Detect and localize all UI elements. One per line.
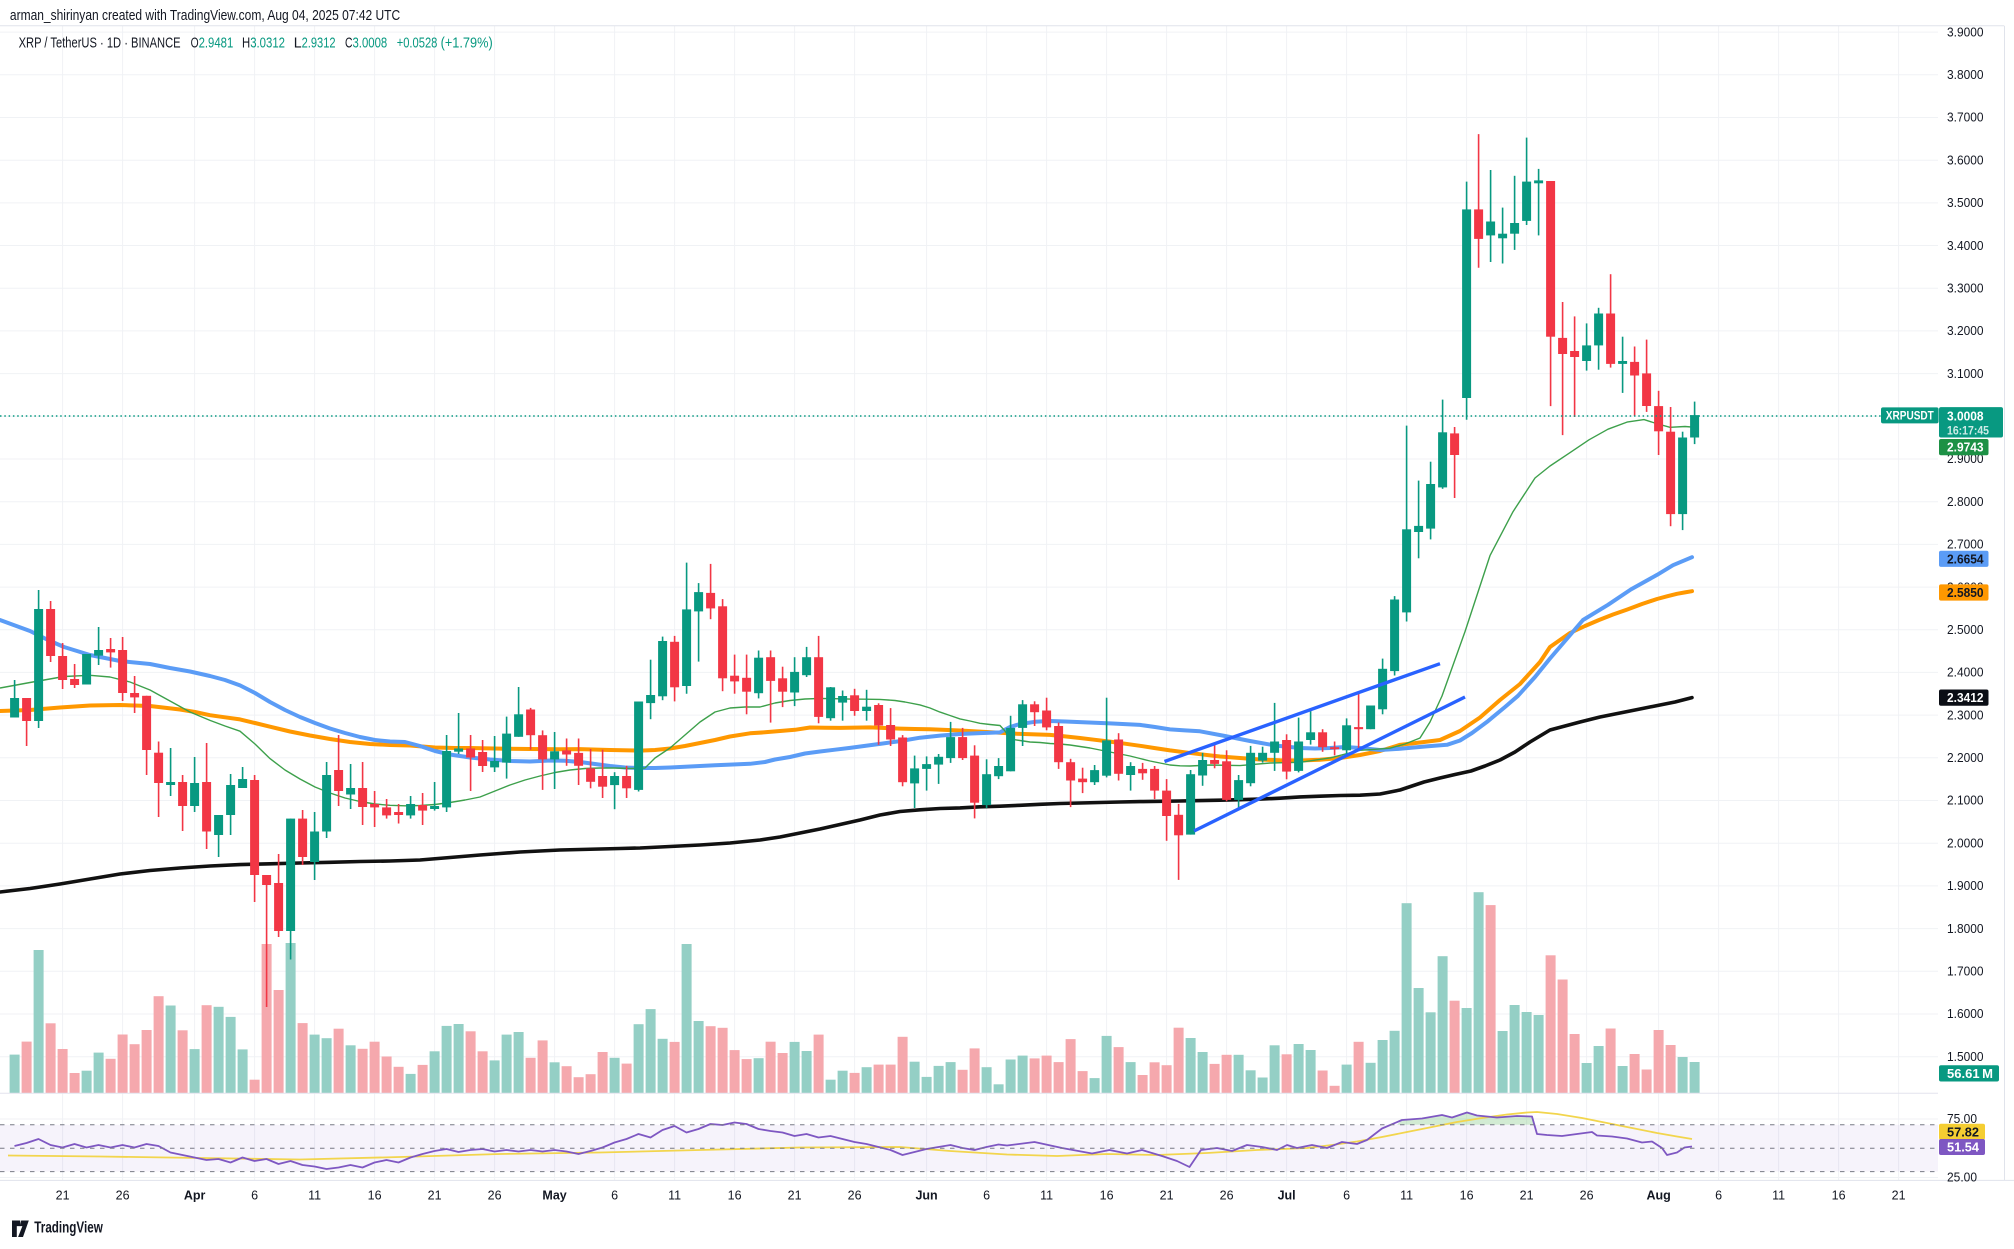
svg-text:1.7000: 1.7000 <box>1947 965 1984 979</box>
svg-text:arman_shirinyan created with T: arman_shirinyan created with TradingView… <box>10 7 400 24</box>
svg-text:11: 11 <box>308 1189 321 1203</box>
svg-text:2.9000: 2.9000 <box>1947 452 1984 466</box>
svg-text:21: 21 <box>1892 1189 1906 1203</box>
svg-text:57.82: 57.82 <box>1947 1125 1979 1139</box>
svg-text:25.00: 25.00 <box>1947 1171 1977 1185</box>
svg-text:6: 6 <box>251 1189 258 1203</box>
svg-text:May: May <box>542 1189 566 1203</box>
svg-text:16: 16 <box>728 1189 742 1203</box>
svg-text:3.4000: 3.4000 <box>1947 239 1984 253</box>
svg-text:11: 11 <box>1772 1189 1785 1203</box>
svg-text:3.2000: 3.2000 <box>1947 324 1984 338</box>
svg-text:3.5000: 3.5000 <box>1947 196 1984 210</box>
svg-text:3.3000: 3.3000 <box>1947 282 1984 296</box>
svg-text:16: 16 <box>1100 1189 1114 1203</box>
svg-text:XRPUSDT: XRPUSDT <box>1886 411 1934 423</box>
svg-text:2.1000: 2.1000 <box>1947 794 1984 808</box>
svg-text:26: 26 <box>1580 1189 1594 1203</box>
svg-text:6: 6 <box>611 1189 618 1203</box>
svg-text:2.3412: 2.3412 <box>1947 691 1984 705</box>
svg-text:+0.0528: +0.0528 <box>397 35 438 51</box>
svg-text:26: 26 <box>488 1189 502 1203</box>
svg-text:1.5000: 1.5000 <box>1947 1050 1984 1064</box>
svg-text:Apr: Apr <box>184 1189 206 1203</box>
svg-text:2.0000: 2.0000 <box>1947 836 1984 850</box>
svg-text:O: O <box>191 35 199 51</box>
svg-text:2.6654: 2.6654 <box>1947 552 1984 566</box>
svg-text:11: 11 <box>1400 1189 1413 1203</box>
svg-text:11: 11 <box>668 1189 681 1203</box>
svg-text:Jul: Jul <box>1278 1189 1296 1203</box>
svg-text:(+1.79%): (+1.79%) <box>441 35 493 51</box>
svg-text:2.4000: 2.4000 <box>1947 666 1984 680</box>
svg-text:XRP / TetherUS · 1D · BINANCE: XRP / TetherUS · 1D · BINANCE <box>19 35 181 51</box>
svg-text:TradingView: TradingView <box>34 1220 103 1237</box>
svg-text:3.1000: 3.1000 <box>1947 367 1984 381</box>
svg-text:3.0312: 3.0312 <box>250 35 285 51</box>
svg-text:3.0008: 3.0008 <box>1947 410 1984 424</box>
svg-text:3.7000: 3.7000 <box>1947 111 1984 125</box>
svg-text:2.7000: 2.7000 <box>1947 538 1984 552</box>
svg-text:6: 6 <box>983 1189 990 1203</box>
svg-text:2.2000: 2.2000 <box>1947 751 1984 765</box>
svg-text:56.61 M: 56.61 M <box>1947 1067 1993 1081</box>
svg-text:6: 6 <box>1343 1189 1350 1203</box>
svg-text:3.9000: 3.9000 <box>1947 25 1984 39</box>
svg-text:6: 6 <box>1715 1189 1722 1203</box>
svg-text:2.8000: 2.8000 <box>1947 495 1984 509</box>
svg-text:C: C <box>345 35 353 51</box>
svg-text:1.8000: 1.8000 <box>1947 922 1984 936</box>
svg-text:2.3000: 2.3000 <box>1947 708 1984 722</box>
svg-text:21: 21 <box>1160 1189 1174 1203</box>
svg-text:2.9743: 2.9743 <box>1947 441 1984 455</box>
svg-text:26: 26 <box>116 1189 130 1203</box>
svg-text:L: L <box>294 35 302 51</box>
svg-text:16: 16 <box>368 1189 382 1203</box>
svg-text:2.9481: 2.9481 <box>199 35 234 51</box>
svg-text:3.0008: 3.0008 <box>353 35 388 51</box>
svg-text:2.5850: 2.5850 <box>1947 586 1984 600</box>
svg-text:2.5000: 2.5000 <box>1947 623 1984 637</box>
svg-text:21: 21 <box>788 1189 802 1203</box>
svg-text:1.9000: 1.9000 <box>1947 879 1984 893</box>
svg-text:16:17:45: 16:17:45 <box>1947 424 1989 438</box>
svg-text:11: 11 <box>1040 1189 1053 1203</box>
svg-text:75.00: 75.00 <box>1947 1112 1977 1126</box>
svg-text:3.8000: 3.8000 <box>1947 68 1984 82</box>
svg-text:1.6000: 1.6000 <box>1947 1007 1984 1021</box>
svg-text:51.54: 51.54 <box>1947 1141 1979 1155</box>
svg-text:16: 16 <box>1460 1189 1474 1203</box>
svg-text:26: 26 <box>848 1189 862 1203</box>
svg-text:16: 16 <box>1832 1189 1846 1203</box>
svg-text:2.9312: 2.9312 <box>302 35 336 51</box>
svg-text:H: H <box>242 35 250 51</box>
svg-text:Jun: Jun <box>915 1189 937 1203</box>
svg-text:21: 21 <box>1520 1189 1534 1203</box>
svg-text:3.6000: 3.6000 <box>1947 153 1984 167</box>
svg-text:26: 26 <box>1220 1189 1234 1203</box>
svg-text:Aug: Aug <box>1646 1189 1670 1203</box>
svg-text:21: 21 <box>428 1189 442 1203</box>
svg-text:21: 21 <box>56 1189 70 1203</box>
